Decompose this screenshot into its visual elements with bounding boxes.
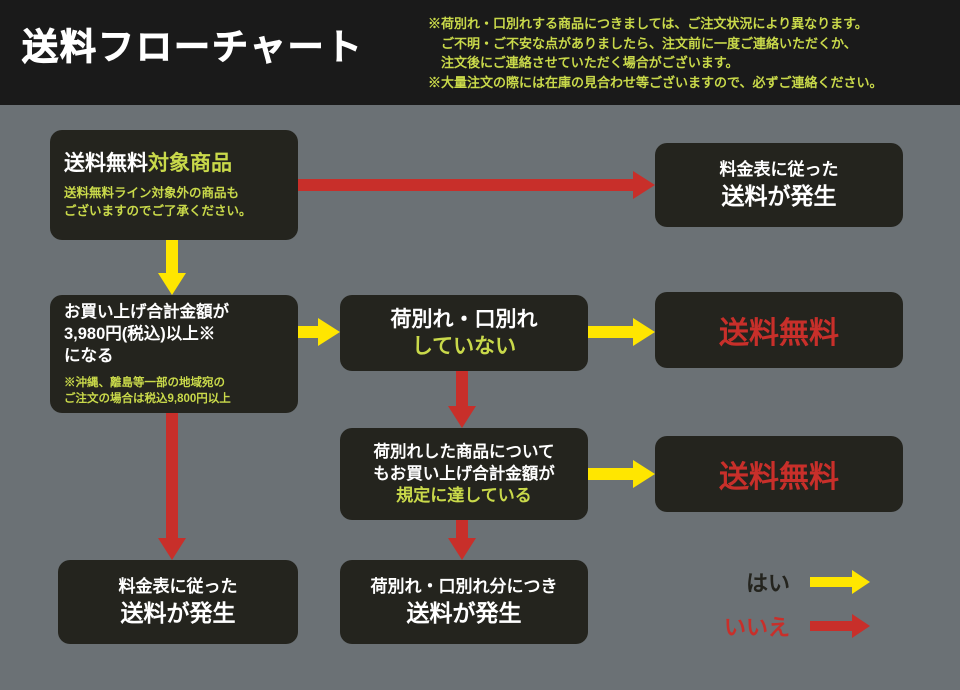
node-title: 送料無料対象商品 [64, 150, 232, 177]
note-line: ご不明・ご不安な点がありましたら、注文前に一度ご連絡いただくか、 [428, 34, 882, 54]
node-order-total: お買い上げ合計金額が 3,980円(税込)以上※ になる ※沖縄、離島等一部の地… [50, 295, 298, 413]
arrow-yes-icon [808, 567, 878, 597]
node-not-split: 荷別れ・口別れ していない [340, 295, 588, 371]
node-line: お買い上げ合計金額が [64, 301, 229, 323]
node-free-shipping-eligible: 送料無料対象商品 送料無料ライン対象外の商品も ございますのでご了承ください。 [50, 130, 298, 240]
header-notes: ※荷別れ・口別れする商品につきましては、ご注文状況により異なります。 ご不明・ご… [428, 14, 882, 92]
free-label: 送料無料 [669, 308, 889, 352]
node-line: 規定に達している [354, 485, 574, 507]
note-line: ※荷別れ・口別れする商品につきましては、ご注文状況により異なります。 [428, 14, 882, 34]
node-line: 送料が発生 [72, 599, 284, 629]
node-line: になる [64, 345, 114, 367]
node-shipping-fee-split: 荷別れ・口別れ分につき 送料が発生 [340, 560, 588, 644]
arrow-no-icon [808, 611, 878, 641]
node-line: 料金表に従った [669, 159, 889, 182]
node-line: していない [354, 333, 574, 360]
node-line: 送料が発生 [354, 599, 574, 629]
note-line: ※大量注文の際には在庫の見合わせ等ございますので、必ずご連絡ください。 [428, 73, 882, 93]
node-line: 荷別れ・口別れ [354, 306, 574, 333]
node-sub: ※沖縄、離島等一部の地域宛の ご注文の場合は税込9,800円以上 [64, 375, 231, 407]
node-line: 3,980円(税込)以上※ [64, 323, 215, 345]
node-sub: 送料無料ライン対象外の商品も ございますのでご了承ください。 [64, 184, 252, 220]
node-line: もお買い上げ合計金額が [354, 463, 574, 485]
node-shipping-fee-1: 料金表に従った 送料が発生 [58, 560, 298, 644]
legend-no: いいえ [690, 604, 920, 648]
legend-yes: はい [690, 560, 920, 604]
node-line: 荷別れ・口別れ分につき [354, 576, 574, 599]
node-free-1: 送料無料 [655, 292, 903, 368]
node-shipping-fee-2: 料金表に従った 送料が発生 [655, 143, 903, 227]
free-label: 送料無料 [669, 452, 889, 496]
legend-no-label: いいえ [690, 610, 790, 642]
node-line: 料金表に従った [72, 576, 284, 599]
note-line: 注文後にご連絡させていただく場合がございます。 [428, 53, 882, 73]
legend-yes-label: はい [690, 566, 790, 598]
node-free-2: 送料無料 [655, 436, 903, 512]
node-line: 荷別れした商品について [354, 441, 574, 463]
legend: はい いいえ [690, 560, 920, 648]
header-bar: 送料フローチャート ※荷別れ・口別れする商品につきましては、ご注文状況により異な… [0, 0, 960, 105]
node-line: 送料が発生 [669, 182, 889, 212]
node-split-meets-threshold: 荷別れした商品について もお買い上げ合計金額が 規定に達している [340, 428, 588, 520]
